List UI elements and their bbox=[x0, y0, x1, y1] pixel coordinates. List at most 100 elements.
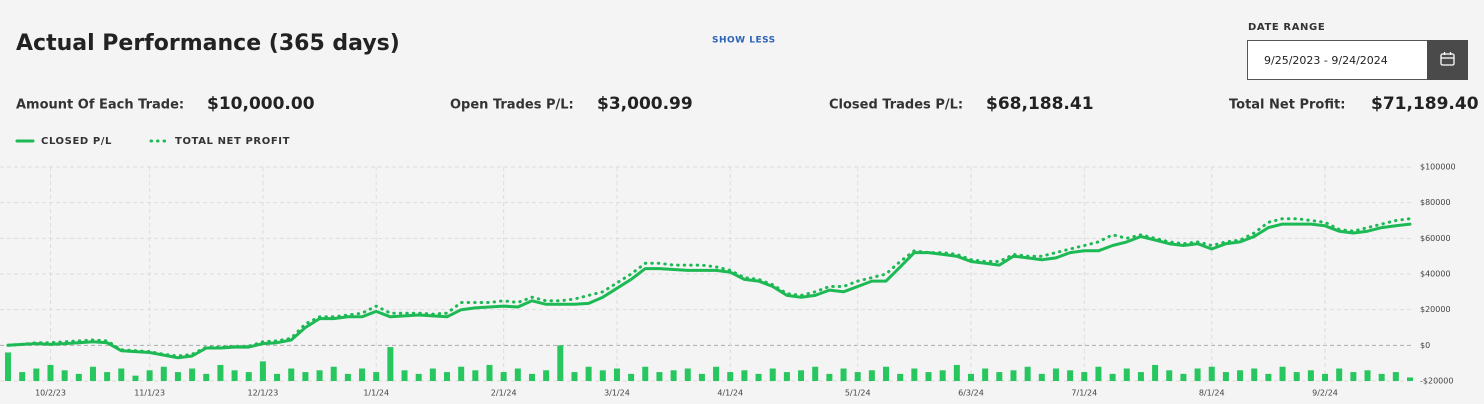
date-range-label: DATE RANGE bbox=[1248, 22, 1325, 33]
daily-bar bbox=[1237, 370, 1244, 381]
date-range-input[interactable] bbox=[1247, 40, 1428, 80]
daily-bar bbox=[1180, 373, 1187, 381]
daily-bar bbox=[868, 370, 875, 381]
daily-bar bbox=[628, 373, 635, 381]
daily-bar bbox=[259, 361, 266, 381]
daily-bar bbox=[1152, 364, 1159, 381]
daily-bar bbox=[415, 373, 422, 381]
daily-bar bbox=[1123, 368, 1130, 381]
daily-bar bbox=[486, 364, 493, 381]
daily-bar bbox=[1293, 372, 1300, 381]
daily-bar bbox=[1024, 366, 1031, 381]
daily-bar bbox=[444, 372, 451, 381]
stat-value: $68,188.41 bbox=[986, 94, 1094, 114]
y-tick-label: $20000 bbox=[1420, 305, 1451, 314]
daily-bar bbox=[89, 366, 96, 381]
daily-bar bbox=[316, 370, 323, 381]
calendar-button[interactable] bbox=[1427, 40, 1468, 80]
daily-bar bbox=[1222, 372, 1229, 381]
daily-bar bbox=[1010, 370, 1017, 381]
daily-bar bbox=[911, 368, 918, 381]
daily-bar bbox=[387, 347, 394, 381]
daily-bar bbox=[1350, 372, 1357, 381]
daily-bar bbox=[1038, 373, 1045, 381]
daily-bar bbox=[798, 370, 805, 381]
stat-label: Amount Of Each Trade: bbox=[16, 98, 184, 113]
daily-bar bbox=[1052, 368, 1059, 381]
x-tick-label: 1/1/24 bbox=[363, 389, 389, 398]
stats-row: Amount Of Each Trade: $10,000.00 Open Trad… bbox=[16, 94, 1479, 114]
daily-bar bbox=[401, 370, 408, 381]
daily-bar bbox=[1166, 370, 1173, 381]
daily-bar bbox=[231, 370, 238, 381]
daily-bar bbox=[330, 366, 337, 381]
daily-bar bbox=[727, 372, 734, 381]
x-tick-label: 8/1/24 bbox=[1199, 389, 1225, 398]
daily-bar bbox=[670, 370, 677, 381]
x-tick-label: 4/1/24 bbox=[717, 389, 743, 398]
stat-label: Open Trades P/L: bbox=[450, 98, 574, 113]
daily-bar bbox=[741, 370, 748, 381]
show-less-toggle[interactable]: SHOW LESS bbox=[712, 36, 776, 46]
daily-bar bbox=[543, 370, 550, 381]
page-title: Actual Performance (365 days) bbox=[16, 31, 400, 56]
x-tick-label: 6/3/24 bbox=[958, 389, 984, 398]
stat-label: Closed Trades P/L: bbox=[829, 98, 963, 113]
daily-bar bbox=[642, 366, 649, 381]
daily-bar bbox=[698, 373, 705, 381]
daily-bar bbox=[1378, 373, 1385, 381]
x-tick-label: 11/1/23 bbox=[134, 389, 165, 398]
daily-bar bbox=[996, 372, 1003, 381]
daily-bar bbox=[146, 370, 153, 381]
daily-bar bbox=[429, 368, 436, 381]
stat-value: $10,000.00 bbox=[207, 94, 315, 114]
daily-bar bbox=[982, 368, 989, 381]
legend: CLOSED P/L TOTAL NET PROFIT bbox=[15, 136, 289, 147]
daily-bar bbox=[472, 370, 479, 381]
daily-bar bbox=[883, 366, 890, 381]
daily-bar bbox=[783, 372, 790, 381]
x-tick-label: 2/1/24 bbox=[491, 389, 517, 398]
daily-bar bbox=[1407, 377, 1413, 381]
daily-bar bbox=[812, 366, 819, 381]
daily-bar bbox=[104, 372, 111, 381]
daily-bar bbox=[1307, 370, 1314, 381]
daily-bar bbox=[854, 372, 861, 381]
daily-bar bbox=[571, 372, 578, 381]
stat-value: $3,000.99 bbox=[597, 94, 693, 114]
daily-bar bbox=[1095, 366, 1102, 381]
daily-bar bbox=[1081, 372, 1088, 381]
y-tick-label: $40000 bbox=[1420, 270, 1451, 279]
closed-pl-line bbox=[6, 222, 1412, 360]
daily-bar bbox=[713, 366, 720, 381]
daily-bar bbox=[939, 370, 946, 381]
daily-bar bbox=[174, 372, 181, 381]
daily-bar bbox=[1067, 370, 1074, 381]
daily-bar bbox=[274, 373, 281, 381]
x-tick-label: 5/1/24 bbox=[845, 389, 871, 398]
daily-bar bbox=[217, 364, 224, 381]
daily-bar bbox=[373, 372, 380, 381]
daily-bar bbox=[514, 368, 521, 381]
daily-bar bbox=[75, 373, 82, 381]
date-range-value: 9/25/2023 - 9/24/2024 bbox=[1264, 54, 1388, 67]
daily-bar bbox=[897, 373, 904, 381]
daily-bar bbox=[613, 368, 620, 381]
daily-bar bbox=[599, 370, 606, 381]
daily-bar bbox=[826, 373, 833, 381]
x-tick-label: 12/1/23 bbox=[247, 389, 278, 398]
y-tick-label: $60000 bbox=[1420, 234, 1451, 243]
daily-bar bbox=[557, 345, 564, 381]
daily-bar bbox=[19, 372, 26, 381]
x-tick-label: 3/1/24 bbox=[604, 389, 630, 398]
chart: -$20000 $0 $20000 $40000 $60000 $80000 $100000… bbox=[0, 163, 1456, 398]
x-tick-label: 9/2/24 bbox=[1312, 389, 1338, 398]
daily-bar bbox=[344, 373, 351, 381]
daily-bar bbox=[288, 368, 295, 381]
daily-bar bbox=[189, 368, 196, 381]
stat-value: $71,189.40 bbox=[1371, 94, 1479, 114]
daily-bar bbox=[245, 372, 252, 381]
daily-bar bbox=[953, 364, 960, 381]
daily-bar bbox=[755, 373, 762, 381]
daily-bar bbox=[585, 366, 592, 381]
